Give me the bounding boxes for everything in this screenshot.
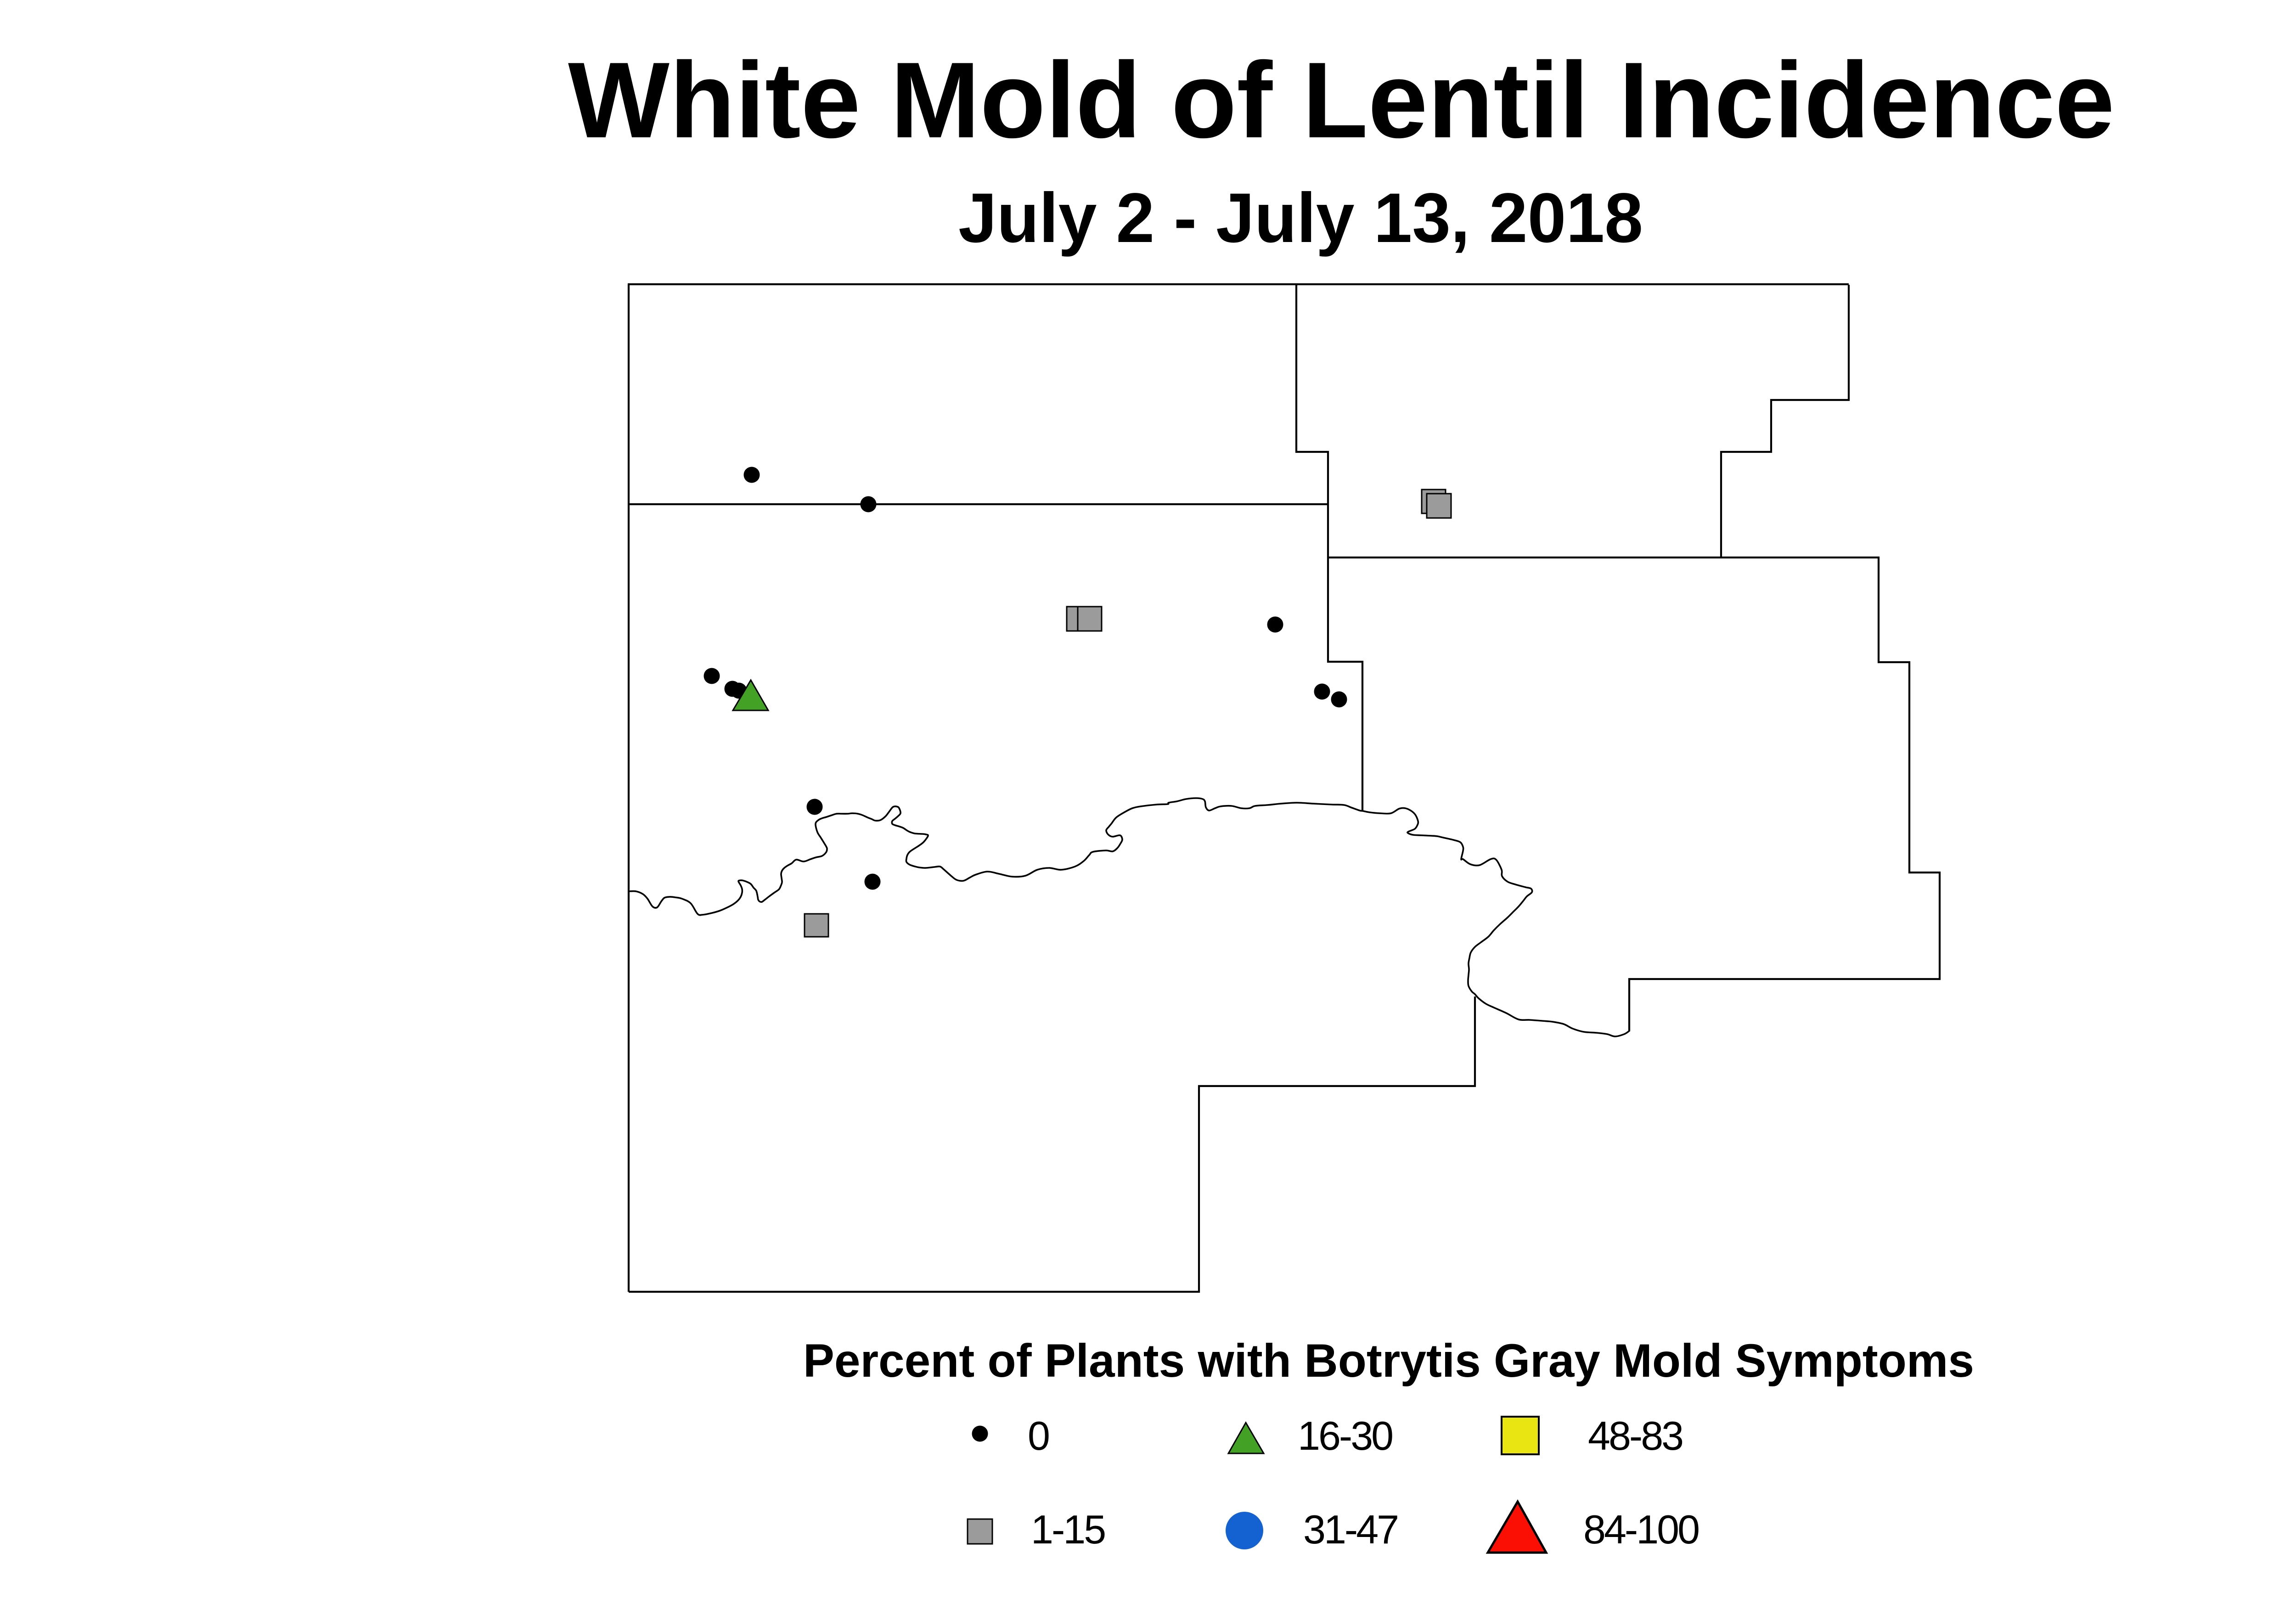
svg-text:84-100: 84-100 [1583,1507,1699,1552]
svg-text:48-83: 48-83 [1588,1413,1683,1458]
svg-text:Percent of Plants with Botryti: Percent of Plants with Botrytis Gray Mol… [803,1334,1974,1387]
svg-text:0: 0 [1028,1413,1050,1458]
svg-text:1-15: 1-15 [1031,1507,1105,1552]
svg-text:16-30: 16-30 [1298,1413,1392,1458]
svg-text:White Mold of Lentil Incidence: White Mold of Lentil Incidence [568,39,2115,160]
svg-text:31-47: 31-47 [1303,1507,1397,1552]
svg-text:July 2 - July 13, 2018: July 2 - July 13, 2018 [958,179,1643,257]
